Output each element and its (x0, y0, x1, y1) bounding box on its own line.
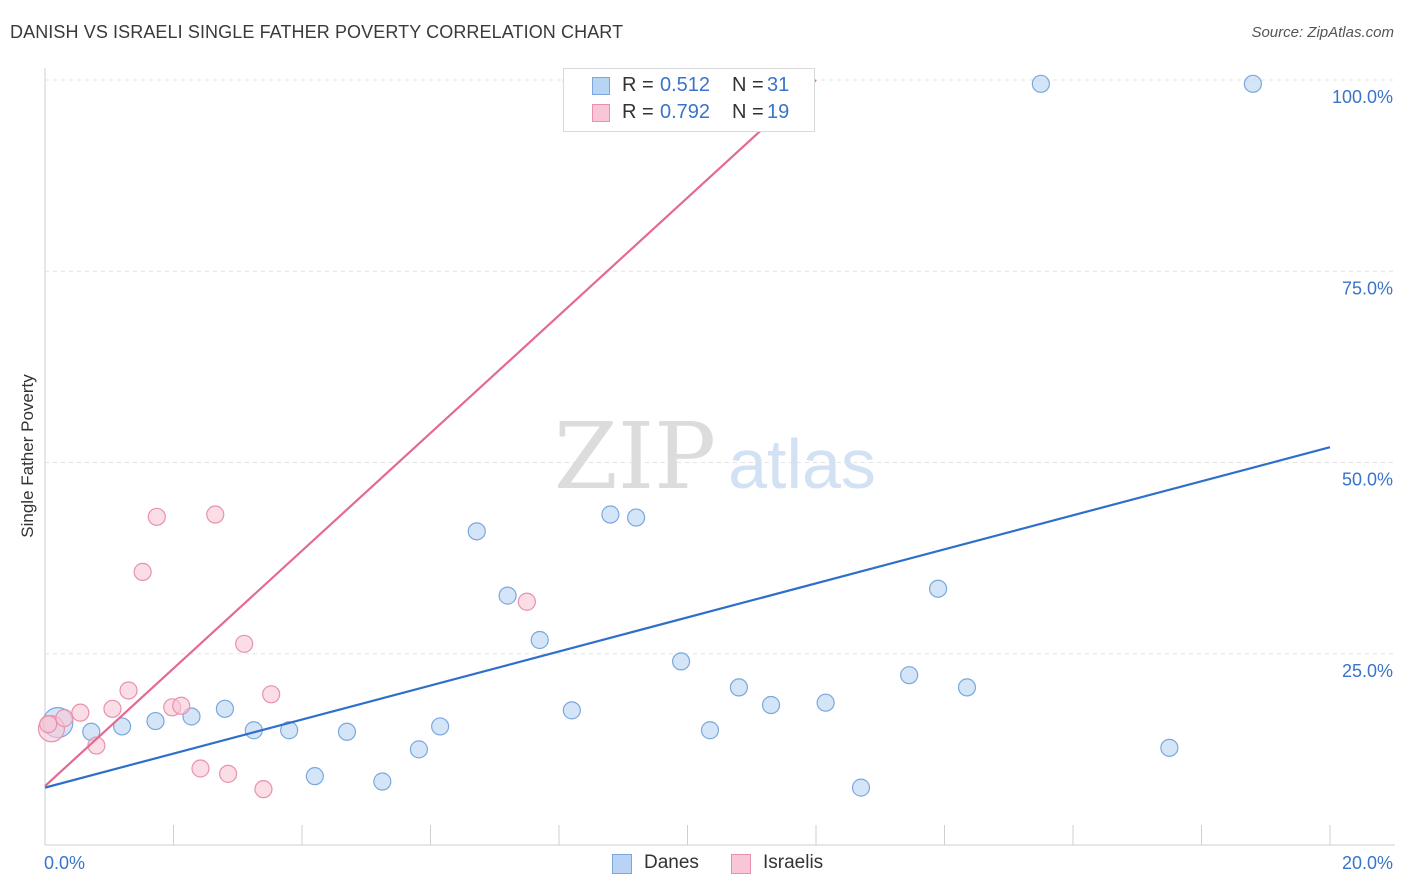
danes-r-value: 0.512 (660, 74, 711, 96)
danes-point (900, 666, 919, 685)
danes-point (498, 586, 517, 605)
danes-point (928, 579, 948, 598)
danes-point (626, 508, 646, 527)
y-tick-label: 75.0% (1342, 278, 1393, 298)
trend-lines (44, 79, 1331, 789)
danes-point (601, 505, 620, 524)
danes-point (816, 693, 835, 712)
series-legend: Danes Israelis (0, 852, 1406, 878)
watermark: ZIP atlas (554, 403, 876, 510)
israelis-point (235, 634, 254, 653)
danes-r-label: R = (622, 74, 654, 96)
danes-point (761, 695, 781, 715)
israelis-point (119, 681, 138, 700)
danes-point (851, 778, 871, 797)
danes-point (337, 722, 357, 741)
israelis-r-value: 0.792 (660, 101, 711, 123)
danes-trend-line (44, 446, 1331, 789)
israelis-point (219, 764, 238, 783)
watermark-atlas: atlas (728, 425, 876, 503)
israelis-point (103, 699, 122, 718)
danes-point (530, 630, 549, 650)
danes-point (146, 711, 165, 731)
danes-point (1160, 738, 1179, 757)
israelis-n-value: 19 (767, 101, 790, 123)
israelis-point (172, 696, 191, 715)
israelis-point (191, 759, 210, 778)
watermark-zip: ZIP (554, 403, 716, 510)
danes-swatch (592, 77, 610, 95)
danes-point (215, 699, 234, 718)
danes-point (700, 721, 720, 740)
israelis-legend-label: Israelis (763, 852, 824, 873)
data-points (37, 71, 1263, 799)
israelis-r-label: R = (622, 101, 654, 123)
x-tick-label-max: 20.0% (1342, 853, 1393, 873)
israelis-point (147, 507, 166, 526)
israelis-trend-line (44, 79, 817, 787)
danes-point (467, 522, 486, 541)
danes-point (112, 717, 132, 736)
chart-title: DANISH VS ISRAELI SINGLE FATHER POVERTY … (10, 22, 624, 42)
tick-labels: 25.0% 50.0% 75.0% 100.0% 0.0% 20.0% (44, 87, 1393, 873)
israelis-point (262, 685, 281, 704)
israelis-legend-swatch (731, 854, 751, 874)
danes-legend-swatch (612, 854, 632, 874)
danes-point (1031, 74, 1050, 93)
israelis-point (517, 592, 536, 611)
israelis-point (133, 562, 152, 581)
danes-point (562, 701, 581, 720)
y-tick-label: 25.0% (1342, 661, 1393, 681)
legend-row-israelis: R = 0.792 N = 19 (564, 101, 814, 127)
danes-point (957, 678, 977, 697)
gridlines (45, 79, 1395, 655)
danes-point (409, 740, 429, 759)
danes-point (1243, 74, 1263, 93)
danes-point (305, 767, 324, 786)
x-tick-label-min: 0.0% (44, 853, 85, 873)
correlation-legend: R = 0.512 N = 31 R = 0.792 N = 19 (563, 68, 815, 132)
danes-n-value: 31 (767, 74, 790, 96)
israelis-point (55, 708, 74, 728)
israelis-point (71, 703, 90, 722)
danes-point (671, 652, 691, 671)
danes-n-label: N = (732, 74, 764, 96)
danes-point (729, 678, 749, 697)
danes-point (431, 717, 450, 736)
y-tick-label: 50.0% (1342, 470, 1393, 490)
y-tick-label: 100.0% (1332, 87, 1393, 107)
danes-legend-label: Danes (644, 852, 699, 873)
legend-row-danes: R = 0.512 N = 31 (564, 74, 814, 100)
israelis-point (254, 780, 273, 799)
israelis-point (39, 715, 58, 734)
israelis-swatch (592, 104, 610, 122)
danes-point (373, 772, 392, 791)
danes-point (280, 721, 299, 740)
israelis-n-label: N = (732, 101, 764, 123)
israelis-point (206, 505, 225, 524)
source-credit: Source: ZipAtlas.com (1251, 24, 1394, 41)
